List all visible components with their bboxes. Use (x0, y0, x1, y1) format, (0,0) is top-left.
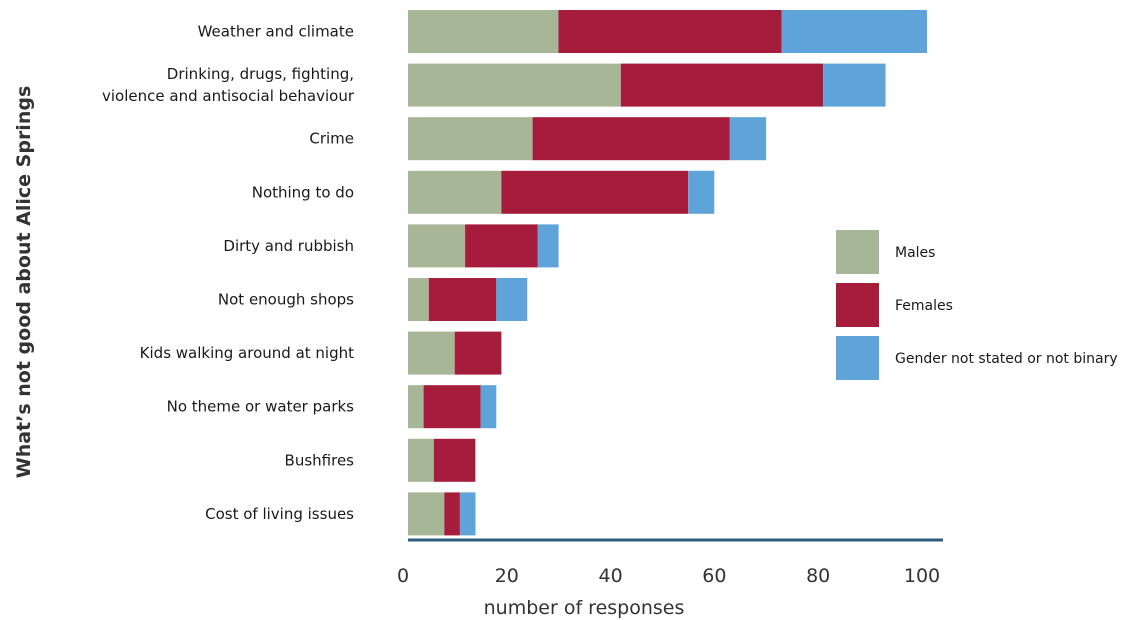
bar-gender-not-stated-or-not-binary-dirty-and-rubbish (537, 224, 559, 268)
legend-label: Females (895, 298, 953, 314)
bar-males-dirty-and-rubbish (408, 224, 466, 268)
x-tick-label: 100 (904, 565, 940, 587)
x-tick-label: 40 (599, 565, 623, 587)
bar-males-bushfires (408, 438, 434, 482)
category-label: Drinking, drugs, fighting, (167, 65, 354, 83)
bar-females-crime (532, 117, 730, 161)
category-label: Crime (309, 130, 354, 148)
bar-gender-not-stated-or-not-binary-nothing-to-do (688, 170, 715, 214)
bar-gender-not-stated-or-not-binary-not-enough-shops (496, 278, 528, 321)
legend-label: Males (895, 245, 935, 261)
bar-males-no-theme-or-water-parks (408, 385, 424, 429)
bar-males-drinking-drugs-fighting-violence-and-antisocial-behaviour (408, 63, 621, 107)
bar-females-nothing-to-do (501, 170, 689, 214)
category-label: Not enough shops (218, 291, 354, 309)
category-label: violence and antisocial behaviour (102, 87, 355, 105)
bar-males-cost-of-living-issues (408, 492, 445, 536)
bar-females-weather-and-climate (558, 10, 782, 53)
x-tick-label: 60 (702, 565, 726, 587)
x-tick-label: 80 (806, 565, 830, 587)
bar-females-not-enough-shops (428, 278, 497, 321)
bar-gender-not-stated-or-not-binary-crime (729, 117, 767, 161)
bar-males-kids-walking-around-at-night (408, 331, 455, 375)
bar-females-kids-walking-around-at-night (454, 331, 502, 375)
bar-males-not-enough-shops (408, 278, 429, 321)
category-label: Dirty and rubbish (223, 237, 354, 255)
bar-gender-not-stated-or-not-binary-drinking-drugs-fighting-violence-and-antisocial-behaviour (823, 63, 886, 107)
category-label: Cost of living issues (205, 505, 354, 523)
bar-gender-not-stated-or-not-binary-cost-of-living-issues (459, 492, 476, 536)
category-label: Weather and climate (198, 23, 354, 41)
x-axis-title: number of responses (484, 597, 685, 619)
legend-swatch-males (836, 230, 879, 274)
legend-swatch-females (836, 283, 879, 327)
category-label: Nothing to do (252, 183, 354, 201)
legend-swatch-gender-not-stated-or-not-binary (836, 336, 879, 380)
bar-gender-not-stated-or-not-binary-no-theme-or-water-parks (480, 385, 497, 429)
category-label: No theme or water parks (167, 398, 355, 416)
bar-females-no-theme-or-water-parks (423, 385, 481, 429)
bar-females-drinking-drugs-fighting-violence-and-antisocial-behaviour (620, 63, 824, 107)
bar-females-bushfires (433, 438, 476, 482)
category-label: Kids walking around at night (140, 344, 354, 362)
bar-males-weather-and-climate (408, 10, 559, 53)
bar-males-crime (408, 117, 533, 161)
x-tick-label: 20 (495, 565, 519, 587)
y-axis-title: What’s not good about Alice Springs (13, 86, 35, 479)
legend-label: Gender not stated or not binary (895, 351, 1118, 367)
bar-females-cost-of-living-issues (444, 492, 460, 536)
bar-gender-not-stated-or-not-binary-weather-and-climate (781, 10, 927, 53)
bar-females-dirty-and-rubbish (465, 224, 538, 268)
x-tick-label: 0 (397, 565, 409, 587)
category-label: Bushfires (285, 451, 355, 469)
bar-males-nothing-to-do (408, 170, 502, 214)
